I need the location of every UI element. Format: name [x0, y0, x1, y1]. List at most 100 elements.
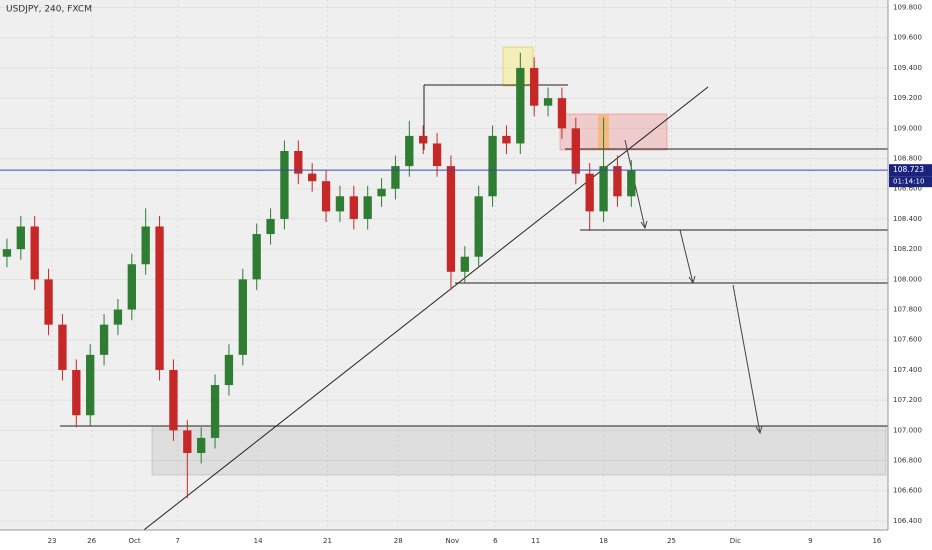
chart-title: USDJPY, 240, FXCM — [6, 5, 92, 15]
y-tick-label: 109.800 — [893, 4, 922, 12]
y-tick-label: 106.800 — [893, 457, 922, 465]
candle-body — [377, 188, 386, 197]
y-tick-label: 108.400 — [893, 215, 922, 223]
candle-body — [460, 256, 469, 272]
y-tick-label: 107.800 — [893, 306, 922, 314]
candle-body — [252, 234, 261, 280]
x-tick-label: 18 — [599, 537, 608, 545]
x-tick-label: 7 — [175, 537, 179, 545]
candle-body — [516, 67, 525, 144]
x-tick-label: 16 — [872, 537, 881, 545]
candle-body — [419, 135, 428, 144]
candle-body — [72, 369, 81, 416]
candle-body — [363, 196, 372, 219]
candle-body — [113, 309, 123, 325]
y-tick-label: 106.400 — [893, 517, 922, 525]
y-tick-label: 106.600 — [893, 487, 922, 495]
candle-body — [530, 67, 539, 106]
candle-body — [127, 264, 136, 310]
candle-body — [627, 170, 636, 197]
y-tick-label: 107.200 — [893, 396, 922, 404]
support-zone — [151, 425, 887, 476]
candle-body — [266, 218, 275, 235]
projection-arrow — [732, 284, 761, 434]
candle-body — [294, 150, 303, 174]
candle-body — [321, 181, 331, 212]
candle-body — [86, 354, 95, 416]
arrow-head — [755, 425, 763, 435]
candle-body — [557, 98, 567, 129]
candle-body — [99, 324, 109, 355]
candle-body — [405, 135, 414, 167]
x-tick-label: 26 — [87, 537, 96, 545]
candle-body — [155, 226, 164, 370]
plot-background — [0, 0, 888, 530]
y-tick-label: 107.400 — [893, 366, 922, 374]
candle-body — [599, 166, 608, 212]
y-tick-label: 107.000 — [893, 426, 922, 434]
candle-body — [335, 196, 345, 212]
candle-body — [141, 226, 150, 265]
candle-body — [474, 196, 483, 257]
candle-body — [16, 226, 25, 250]
y-tick-label: 108.200 — [893, 245, 922, 253]
candle-body — [613, 166, 622, 197]
candle-body — [169, 369, 178, 431]
x-tick-label: 9 — [808, 537, 812, 545]
candle-body — [488, 135, 497, 197]
candle-body — [183, 430, 192, 453]
candles — [0, 52, 888, 499]
candle-body — [210, 385, 220, 438]
candle-body — [308, 173, 317, 182]
candle-body — [446, 166, 456, 272]
candle-body — [238, 279, 247, 355]
x-tick-label: Oct — [129, 537, 141, 545]
price-axis — [888, 0, 932, 550]
countdown-label: 01:14:10 — [893, 178, 924, 186]
y-tick-label: 108.800 — [893, 155, 922, 163]
x-tick-label: 28 — [394, 537, 403, 545]
x-tick-label: 25 — [667, 537, 676, 545]
candle-body — [280, 150, 289, 219]
y-tick-label: 107.600 — [893, 336, 922, 344]
grid — [0, 0, 888, 530]
candle-body — [502, 135, 511, 144]
candle-body — [571, 128, 580, 174]
candle-body — [44, 279, 53, 325]
candle-body — [391, 166, 400, 189]
x-tick-label: 21 — [323, 537, 332, 545]
last-price-label: 108.723 — [893, 165, 924, 174]
time-axis — [0, 530, 888, 550]
candle-body — [30, 226, 39, 280]
arrow-head — [640, 220, 648, 230]
x-tick-label: 11 — [531, 537, 540, 545]
labels: 106.400 106.600 106.800 107.000 107.200 107.4… — [48, 4, 932, 545]
candle-body — [432, 143, 442, 167]
candle-body — [197, 437, 206, 453]
candle-body — [2, 249, 12, 257]
x-tick-label: 6 — [493, 537, 498, 545]
y-tick-label: 109.400 — [893, 64, 922, 72]
x-tick-label: Dic — [730, 537, 741, 545]
candle-body — [349, 196, 358, 219]
y-tick-label: 109.600 — [893, 34, 922, 42]
y-tick-label: 108.000 — [893, 275, 922, 283]
last-price-box — [889, 164, 932, 177]
y-tick-label: 109.200 — [893, 94, 922, 102]
arrow-head — [688, 275, 696, 285]
candle-body — [585, 173, 594, 212]
projection-arrow — [679, 229, 694, 284]
countdown-box — [889, 176, 932, 188]
candle-body — [224, 354, 234, 386]
candle-body — [58, 324, 67, 370]
drawings — [60, 46, 888, 534]
trend-line — [139, 86, 709, 534]
candle-body — [543, 98, 553, 106]
x-tick-label: 14 — [254, 537, 263, 545]
y-tick-label: 109.000 — [893, 124, 922, 132]
y-tick-label: 108.600 — [893, 185, 922, 193]
x-tick-label: Nov — [445, 537, 459, 545]
x-tick-label: 23 — [48, 537, 57, 545]
